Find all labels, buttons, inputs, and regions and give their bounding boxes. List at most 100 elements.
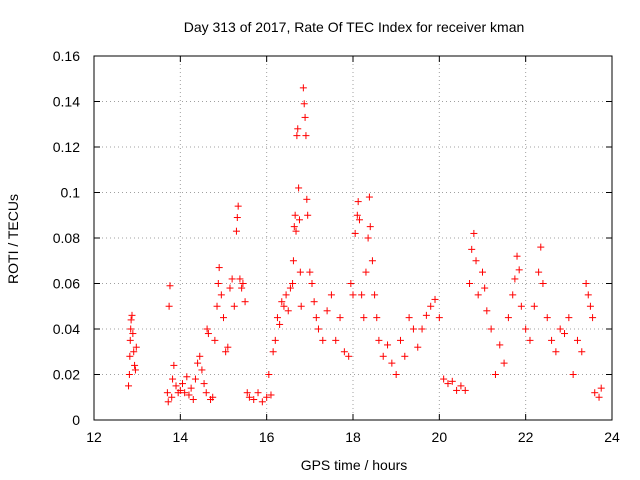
- data-point: [543, 314, 551, 322]
- data-point: [291, 211, 299, 219]
- data-point: [127, 316, 135, 324]
- y-tick-label: 0.12: [53, 139, 80, 155]
- data-point: [125, 371, 133, 378]
- data-point: [392, 371, 400, 378]
- data-point: [194, 359, 202, 367]
- data-point: [371, 291, 379, 299]
- data-point: [126, 336, 134, 344]
- data-point: [474, 291, 482, 299]
- data-point: [131, 361, 139, 369]
- data-point: [293, 132, 301, 140]
- data-point: [232, 227, 240, 235]
- data-point: [388, 359, 396, 367]
- data-point: [368, 257, 376, 265]
- data-point: [203, 325, 211, 333]
- data-point: [181, 389, 189, 397]
- data-point: [584, 291, 592, 299]
- data-point: [254, 389, 262, 397]
- data-point: [537, 243, 545, 251]
- data-point: [351, 229, 359, 237]
- data-point: [202, 389, 210, 397]
- x-tick-label: 22: [518, 429, 534, 445]
- x-tick-label: 16: [259, 429, 275, 445]
- data-point: [578, 348, 586, 356]
- data-point: [296, 268, 304, 276]
- data-point: [496, 341, 504, 349]
- data-point: [556, 325, 564, 333]
- data-point: [461, 386, 469, 394]
- data-point: [483, 307, 491, 315]
- data-point: [561, 330, 569, 338]
- data-point: [290, 223, 298, 231]
- data-point: [224, 343, 232, 351]
- data-point: [292, 227, 300, 235]
- data-point: [303, 195, 311, 203]
- data-point: [511, 275, 519, 283]
- gridlines: [94, 56, 612, 420]
- data-point: [347, 280, 355, 287]
- data-point: [435, 314, 443, 322]
- data-point: [405, 314, 413, 322]
- data-point: [466, 280, 474, 287]
- data-point: [526, 336, 534, 344]
- data-point: [360, 314, 368, 322]
- data-point: [312, 314, 320, 322]
- data-point: [226, 284, 234, 292]
- data-point: [487, 325, 495, 333]
- data-point: [265, 371, 273, 378]
- data-point: [267, 391, 275, 399]
- data-point: [457, 382, 465, 390]
- data-point: [220, 314, 227, 322]
- data-point: [565, 314, 573, 322]
- data-point: [358, 291, 366, 299]
- data-point: [128, 311, 136, 319]
- data-point: [127, 325, 135, 333]
- data-point: [422, 311, 430, 319]
- data-point: [468, 245, 476, 253]
- data-point: [125, 382, 133, 390]
- data-point: [289, 280, 297, 287]
- y-tick-label: 0.02: [53, 367, 80, 383]
- data-point: [278, 298, 286, 306]
- data-point: [132, 343, 140, 351]
- data-point: [198, 366, 206, 374]
- data-point: [573, 336, 581, 344]
- data-point: [273, 314, 281, 322]
- data-point: [304, 211, 312, 219]
- data-point: [238, 284, 246, 292]
- data-point: [284, 307, 292, 315]
- data-point: [586, 302, 594, 310]
- data-point: [213, 302, 221, 310]
- data-point: [349, 291, 357, 299]
- data-point: [289, 257, 297, 265]
- data-point: [515, 266, 523, 274]
- data-point: [427, 302, 435, 310]
- data-point: [126, 352, 134, 360]
- x-tick-label: 14: [173, 429, 189, 445]
- axes: [93, 55, 613, 421]
- data-point: [196, 352, 204, 360]
- data-point: [211, 336, 219, 344]
- data-point: [396, 336, 404, 344]
- data-point: [509, 291, 517, 299]
- data-point: [595, 393, 603, 401]
- data-point: [178, 380, 186, 388]
- data-point: [366, 223, 374, 231]
- data-point: [472, 257, 480, 265]
- data-point: [241, 298, 249, 306]
- data-point: [243, 389, 251, 397]
- data-point: [323, 307, 331, 315]
- data-point: [401, 352, 409, 360]
- data-point: [165, 302, 173, 310]
- y-tick-label: 0: [72, 412, 80, 428]
- data-point: [187, 384, 195, 392]
- data-point: [172, 382, 180, 390]
- data-point: [355, 216, 363, 224]
- data-point: [353, 211, 361, 219]
- data-point: [183, 373, 191, 381]
- data-point: [444, 380, 452, 388]
- data-point: [297, 302, 305, 310]
- data-point: [319, 336, 327, 344]
- data-point: [431, 295, 439, 303]
